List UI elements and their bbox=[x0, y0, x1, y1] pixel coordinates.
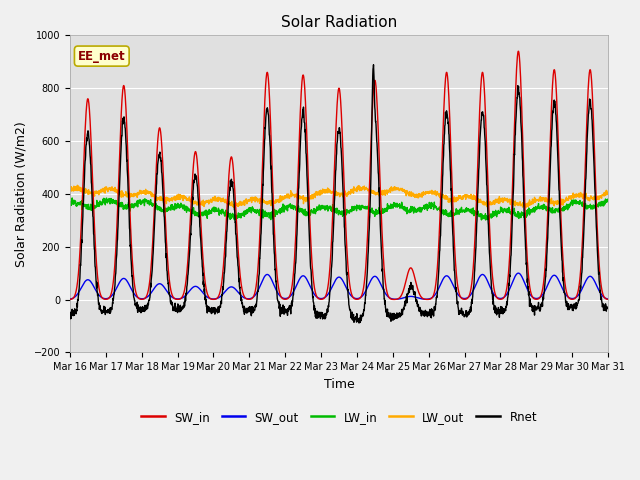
Legend: SW_in, SW_out, LW_in, LW_out, Rnet: SW_in, SW_out, LW_in, LW_out, Rnet bbox=[136, 406, 542, 428]
Text: EE_met: EE_met bbox=[78, 49, 125, 62]
Title: Solar Radiation: Solar Radiation bbox=[281, 15, 397, 30]
X-axis label: Time: Time bbox=[324, 378, 355, 391]
Y-axis label: Solar Radiation (W/m2): Solar Radiation (W/m2) bbox=[15, 121, 28, 267]
